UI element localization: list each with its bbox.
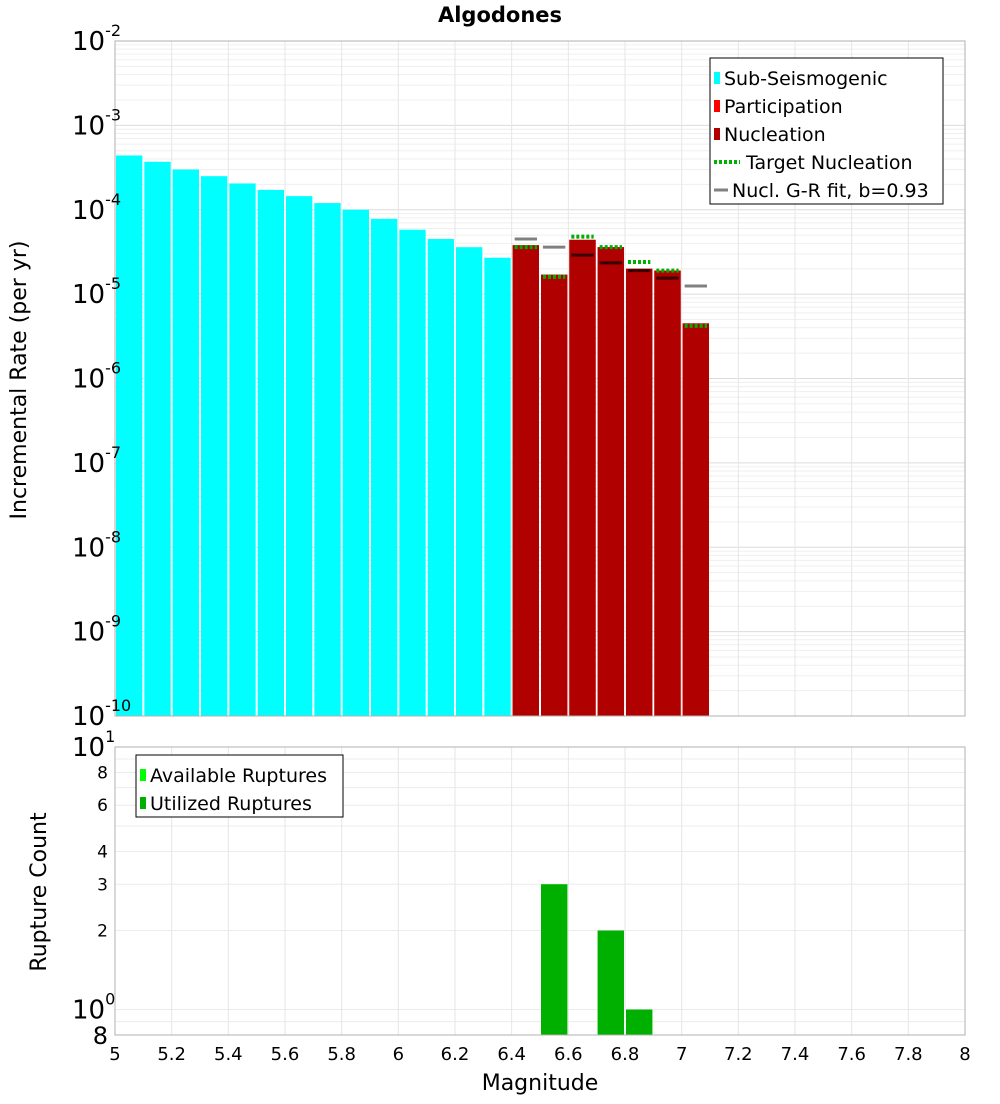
sub-seismogenic-bar bbox=[144, 161, 171, 716]
x-tick-label: 5.4 bbox=[214, 1044, 243, 1065]
bottom-legend-box bbox=[135, 754, 344, 818]
sub-seismogenic-bar bbox=[201, 176, 228, 716]
bottom-y-tick-label: 8 bbox=[97, 763, 108, 783]
bottom-y-axis-label: Rupture Count bbox=[27, 812, 52, 972]
top-legend-label: Sub-Seismogenic bbox=[724, 68, 888, 90]
x-tick-label: 7.8 bbox=[894, 1044, 923, 1065]
top-legend-swatch bbox=[714, 100, 720, 112]
x-tick-label: 5.8 bbox=[327, 1044, 356, 1065]
nucleation-bar bbox=[626, 268, 653, 716]
sub-seismogenic-bar bbox=[399, 229, 426, 717]
nucleation-bar bbox=[597, 247, 624, 716]
utilized-ruptures-bar bbox=[541, 884, 568, 1035]
sub-seismogenic-bar bbox=[229, 183, 256, 716]
bottom-legend-swatch bbox=[140, 797, 146, 809]
sub-seismogenic-bar bbox=[116, 155, 143, 716]
top-legend-label: Target Nucleation bbox=[745, 152, 913, 174]
sub-seismogenic-bar bbox=[371, 218, 398, 716]
top-legend-swatch bbox=[714, 128, 720, 140]
bottom-y-tick-label: 2 bbox=[97, 922, 108, 942]
utilized-ruptures-bar bbox=[626, 1009, 653, 1035]
top-y-tick-label: 10-4 bbox=[72, 190, 121, 226]
top-y-tick-label: 10-10 bbox=[72, 696, 131, 732]
top-legend-box bbox=[709, 57, 944, 205]
top-legend-swatch bbox=[714, 72, 720, 84]
top-legend-label: Nucl. G-R fit, b=0.93 bbox=[732, 180, 929, 202]
bottom-y-tick-label: 8 bbox=[93, 1022, 108, 1050]
bottom-legend: Available Ruptures Utilized Ruptures bbox=[135, 754, 344, 818]
sub-seismogenic-bar bbox=[456, 247, 483, 716]
x-tick-label: 5.6 bbox=[271, 1044, 300, 1065]
top-legend-label: Participation bbox=[724, 96, 843, 118]
x-tick-label: 6.4 bbox=[497, 1044, 526, 1065]
bottom-legend-label: Available Ruptures bbox=[150, 765, 327, 787]
top-plot-frame bbox=[114, 40, 966, 717]
bottom-legend-swatch bbox=[140, 769, 146, 781]
sub-seismogenic-bar bbox=[286, 196, 313, 716]
utilized-ruptures-bar bbox=[597, 930, 624, 1035]
x-tick-label: 6 bbox=[393, 1044, 404, 1065]
x-axis-label: Magnitude bbox=[482, 1071, 599, 1096]
top-y-tick-label: 10-7 bbox=[72, 443, 121, 479]
bottom-y-tick-label: 4 bbox=[97, 842, 108, 862]
sub-seismogenic-bar bbox=[427, 239, 454, 716]
x-tick-label: 5.2 bbox=[157, 1044, 186, 1065]
x-tick-label: 6.8 bbox=[611, 1044, 640, 1065]
sub-seismogenic-bar bbox=[172, 169, 199, 716]
sub-seismogenic-bar bbox=[314, 203, 341, 716]
top-y-tick-label: 10-6 bbox=[72, 359, 121, 395]
chart-title: Algodones bbox=[438, 3, 562, 27]
nucleation-bar bbox=[541, 274, 568, 716]
x-tick-label: 8 bbox=[959, 1044, 970, 1065]
nucleation-bar bbox=[654, 270, 681, 716]
x-tick-label: 7 bbox=[676, 1044, 687, 1065]
top-y-tick-label: 10-8 bbox=[72, 527, 121, 563]
nucleation-bar bbox=[682, 323, 709, 716]
top-y-axis-label: Incremental Rate (per yr) bbox=[7, 241, 32, 520]
bottom-y-tick-label: 6 bbox=[97, 796, 108, 816]
bottom-plot-frame bbox=[114, 746, 966, 1036]
nucleation-bar bbox=[569, 239, 596, 716]
x-tick-label: 6.2 bbox=[441, 1044, 470, 1065]
x-tick-label: 5 bbox=[109, 1044, 120, 1065]
bottom-y-tick-label: 100 bbox=[72, 990, 115, 1026]
bottom-legend-label: Utilized Ruptures bbox=[150, 793, 312, 815]
bottom-y-tick-label: 3 bbox=[97, 875, 108, 895]
x-tick-label: 7.4 bbox=[781, 1044, 810, 1065]
x-tick-label: 6.6 bbox=[554, 1044, 583, 1065]
top-legend: Sub-Seismogenic Participation Nucleation Ta… bbox=[709, 57, 944, 205]
sub-seismogenic-bar bbox=[342, 209, 369, 716]
top-y-tick-label: 10-5 bbox=[72, 274, 121, 310]
sub-seismogenic-bar bbox=[257, 189, 284, 716]
bottom-y-tick-label: 101 bbox=[72, 727, 115, 763]
x-tick-label: 7.2 bbox=[724, 1044, 753, 1065]
nucleation-bar bbox=[512, 245, 539, 717]
top-y-tick-label: 10-2 bbox=[72, 21, 121, 57]
top-legend-label: Nucleation bbox=[724, 124, 826, 146]
top-y-tick-label: 10-9 bbox=[72, 612, 121, 648]
x-tick-label: 7.6 bbox=[837, 1044, 866, 1065]
sub-seismogenic-bar bbox=[484, 257, 511, 716]
top-y-tick-label: 10-3 bbox=[72, 105, 121, 141]
